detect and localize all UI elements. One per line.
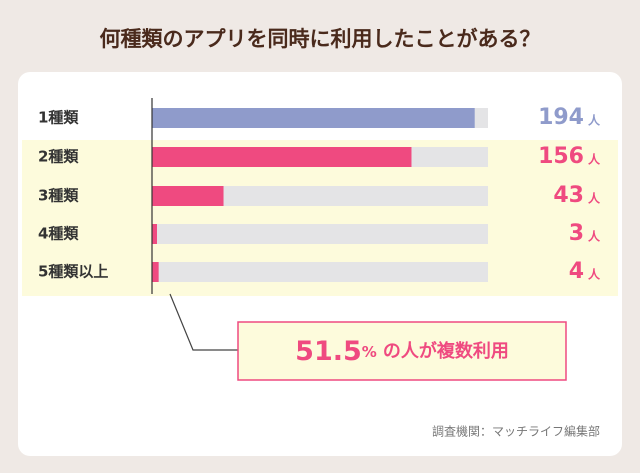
- source: 調査機関：マッチライフ編集部: [432, 424, 600, 439]
- category-label: 3種類: [38, 187, 79, 205]
- bar: [152, 262, 159, 282]
- bar: [152, 147, 412, 167]
- category-label: 1種類: [38, 109, 79, 127]
- value-label: 4: [569, 259, 584, 284]
- value-unit: 人: [588, 152, 601, 167]
- bar-track: [152, 262, 488, 282]
- bar: [152, 186, 224, 206]
- annotation: 51.5% の人が複数利用: [295, 336, 509, 367]
- annotation-unit: %: [362, 343, 377, 361]
- value-unit: 人: [588, 267, 601, 282]
- value-label: 156: [538, 144, 584, 169]
- bar: [152, 224, 157, 244]
- annotation-box: [237, 321, 567, 381]
- value-unit: 人: [588, 113, 601, 128]
- bar-track: [152, 224, 488, 244]
- value-unit: 人: [588, 191, 601, 206]
- value-label: 43: [553, 183, 584, 208]
- category-label: 5種類以上: [38, 263, 108, 281]
- bar-track: [152, 186, 488, 206]
- value-label: 3: [569, 221, 584, 246]
- connector: [169, 293, 238, 351]
- annotation-text: の人が複数利用: [383, 340, 509, 362]
- bar: [152, 108, 475, 128]
- category-label: 4種類: [38, 225, 79, 243]
- chart-title: 何種類のアプリを同時に利用したことがある？: [100, 27, 541, 51]
- value-label: 194: [538, 105, 584, 130]
- value-unit: 人: [588, 229, 601, 244]
- annotation-number: 51.5: [295, 336, 362, 367]
- category-label: 2種類: [38, 148, 79, 166]
